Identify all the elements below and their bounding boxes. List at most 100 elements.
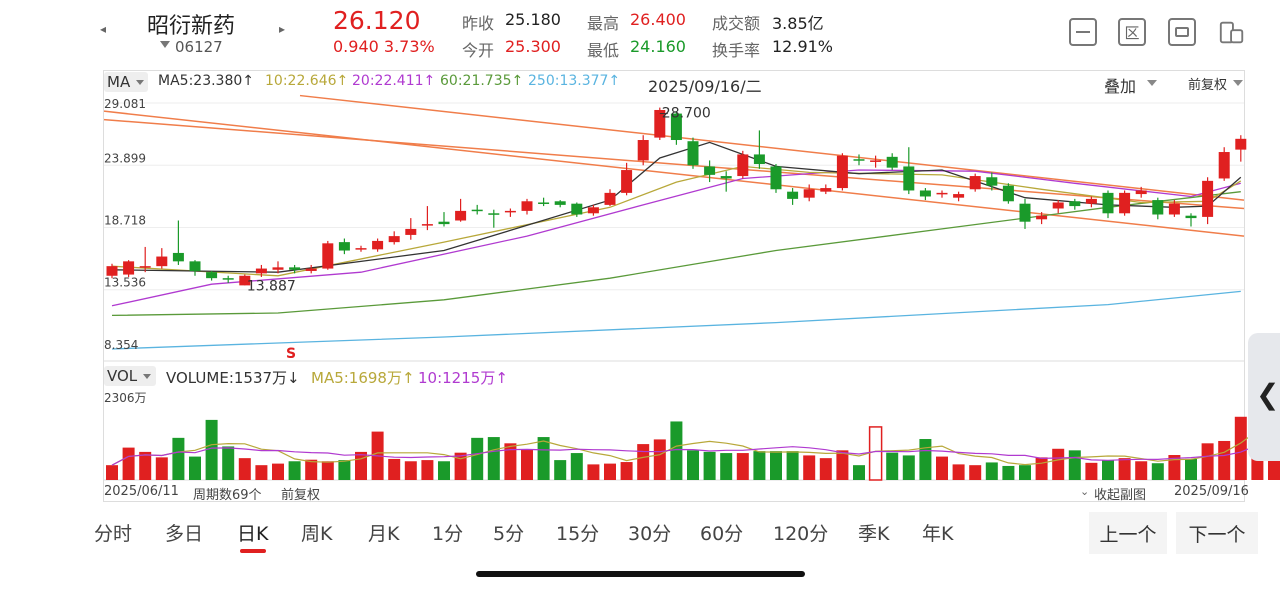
y-tick-label: 8.354	[104, 338, 138, 352]
volume-bar	[537, 437, 550, 480]
vol-ma5-line	[111, 416, 1280, 466]
tab-1[interactable]: 多日	[165, 523, 204, 545]
candle-body	[886, 156, 898, 168]
candle-body	[953, 194, 965, 198]
candle-body	[172, 252, 184, 262]
prev-stock-arrow-icon[interactable]: ◂	[100, 22, 107, 36]
volume-bar	[1151, 463, 1164, 480]
signal-marker: S	[286, 346, 296, 362]
volume-bar	[1068, 450, 1081, 480]
overlay-button[interactable]: 叠加	[1104, 77, 1137, 96]
ma20-line	[111, 169, 1241, 307]
stock-code[interactable]: 06127	[175, 38, 223, 56]
tab-0[interactable]: 分时	[94, 523, 133, 545]
device-switch-icon[interactable]	[1218, 18, 1246, 46]
tab-12[interactable]: 年K	[922, 523, 954, 545]
high-value: 26.400	[630, 10, 686, 29]
tab-4[interactable]: 月K	[368, 523, 400, 545]
ma5-readout: MA5:23.380↑	[158, 73, 254, 89]
candle-body	[206, 272, 218, 279]
volume-bar	[288, 461, 301, 480]
candle-body	[305, 268, 317, 271]
prev-button[interactable]: 上一个	[1089, 512, 1167, 554]
y-tick-label: 18.718	[104, 213, 146, 227]
active-tab-indicator	[240, 549, 266, 553]
candle-body	[803, 189, 815, 198]
candle-body	[704, 166, 716, 175]
candle-body	[936, 192, 948, 195]
candle-body	[836, 155, 848, 189]
candle-body	[687, 141, 699, 166]
tab-5[interactable]: 1分	[432, 523, 464, 545]
volume-bar	[122, 447, 135, 480]
candle-body	[289, 267, 301, 270]
low-value: 24.160	[630, 37, 686, 56]
adjust-button[interactable]: 前复权	[1188, 78, 1228, 93]
volume-bar	[670, 421, 683, 480]
volume-bar	[803, 455, 816, 480]
tab-11[interactable]: 季K	[858, 523, 890, 545]
volume-bar	[1019, 465, 1031, 480]
candle-body	[604, 192, 616, 205]
candle-body	[1002, 185, 1014, 202]
tab-10[interactable]: 120分	[773, 523, 829, 545]
ma-dropdown-icon[interactable]	[136, 80, 144, 85]
ma60-line	[111, 191, 1241, 317]
overlay-dropdown-icon[interactable]	[1147, 80, 1157, 86]
candle-body	[1235, 138, 1247, 150]
volume-bar	[936, 456, 948, 480]
candle-body	[986, 177, 998, 186]
tab-6[interactable]: 5分	[493, 523, 525, 545]
ma-selector[interactable]	[104, 72, 148, 92]
volume-bar	[853, 465, 865, 480]
display-icon[interactable]	[1168, 18, 1196, 46]
ma5-line	[111, 141, 1242, 273]
ma250-readout: 250:13.377↑	[528, 73, 621, 89]
volume-bar	[604, 463, 616, 480]
tab-3[interactable]: 周K	[301, 523, 333, 545]
vol-selector[interactable]	[104, 366, 156, 386]
channel-upper2-line	[299, 94, 1245, 201]
candle-body	[870, 160, 882, 162]
volume-bar	[786, 451, 799, 480]
minus-window-icon[interactable]	[1069, 18, 1097, 46]
tab-9[interactable]: 60分	[700, 523, 744, 545]
candle-body	[571, 203, 583, 215]
volume-bar	[471, 437, 484, 480]
volume-bar	[255, 465, 268, 480]
chevron-left-icon[interactable]: ❮	[1256, 378, 1280, 411]
tab-8[interactable]: 30分	[628, 523, 672, 545]
vol-dropdown-icon[interactable]	[143, 374, 151, 379]
tab-2[interactable]: 日K	[237, 523, 269, 545]
channel-lower-line	[103, 110, 1245, 237]
adjust-dropdown-icon[interactable]	[1233, 80, 1243, 86]
volume-bar	[554, 460, 567, 480]
code-dropdown-icon[interactable]	[160, 41, 170, 48]
volume-bar	[770, 451, 782, 480]
candle-body	[903, 166, 915, 191]
home-indicator[interactable]	[476, 571, 805, 577]
volume-bar	[902, 455, 915, 480]
volume-bar	[321, 461, 334, 480]
candle-body	[554, 201, 566, 205]
tab-7[interactable]: 15分	[556, 523, 600, 545]
next-button[interactable]: 下一个	[1176, 512, 1258, 554]
candle-body	[388, 236, 400, 243]
volume-bar	[952, 464, 965, 480]
candle-body	[969, 176, 981, 190]
chevron-down-icon[interactable]: ⌄	[1080, 485, 1090, 498]
candle-body	[637, 140, 649, 161]
volume-bar	[836, 450, 849, 480]
side-panel-handle[interactable]	[1248, 333, 1280, 461]
volume-bar	[1052, 448, 1065, 480]
next-stock-arrow-icon[interactable]: ▸	[279, 22, 286, 36]
candle-body	[1185, 215, 1197, 219]
collapse-subchart-button[interactable]: 收起副图	[1094, 488, 1147, 503]
price-change: 0.940 3.73%	[333, 37, 435, 56]
volume-bar	[1085, 462, 1098, 480]
region-icon[interactable]: 区	[1118, 18, 1146, 46]
ma-selector-label: MA	[107, 73, 131, 91]
volume-bar	[421, 460, 434, 480]
candle-body	[654, 109, 666, 138]
